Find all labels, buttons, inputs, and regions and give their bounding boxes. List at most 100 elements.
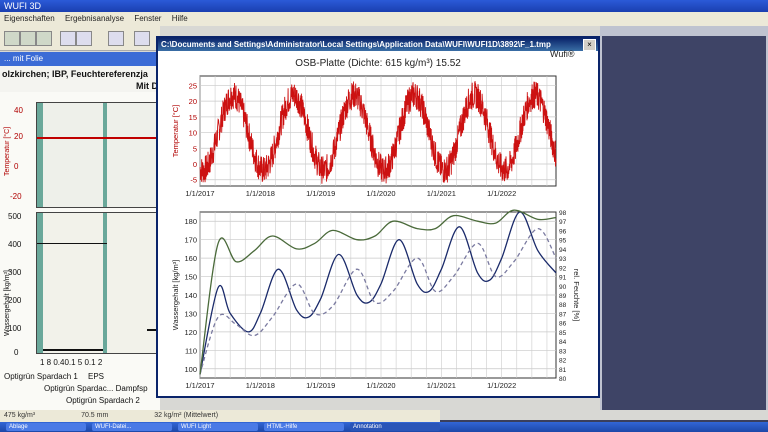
background-location-label: olzkirchen; IBP, Feuchtereferenzja Mit D	[0, 66, 160, 92]
bg-water-tick-300: 300	[8, 268, 22, 277]
toolbar-button-7[interactable]	[134, 31, 150, 46]
temperature-chart: 25 20 15 10 5 0 -5 1/1/2017 1/1/2018 1/1/2019 1/1/…	[171, 75, 557, 198]
y-tick-label: 120	[184, 328, 197, 337]
wufi-brand-label: Wufi®	[550, 49, 575, 59]
y-right-tick-label: 95	[559, 238, 567, 245]
toolbar-button-5[interactable]	[76, 31, 92, 46]
y-right-tick-label: 86	[559, 321, 567, 328]
x-tick-label: 1/1/2017	[185, 189, 214, 198]
y-axis-label: Temperatur [°C]	[171, 105, 180, 158]
desktop-background-right-inner	[602, 36, 766, 410]
water-content-chart: 180 170 160 150 140 130 120 110 100 1/1/2017 1/1/2…	[171, 209, 581, 390]
background-status-bar: 475 kg/m³ 70.5 mm 32 kg/m² (Mittelwert)	[0, 410, 440, 422]
x-tick-label: 1/1/2019	[306, 189, 335, 198]
x-tick-label: 1/1/2018	[246, 189, 275, 198]
series-line-0	[199, 211, 557, 375]
bg-layer-label-3: Optigrün Spardach 2	[66, 396, 140, 405]
x-tick-label: 1/1/2021	[427, 381, 456, 390]
series-line-0	[199, 81, 557, 184]
y-right-tick-label: 81	[559, 367, 567, 374]
bg-layer-label-eps: EPS	[88, 372, 105, 381]
menu-item-fenster[interactable]: Fenster	[134, 14, 162, 23]
background-menu-bar: Eigenschaften Ergebnisanalyse Fenster Hi…	[0, 12, 768, 26]
y-tick-label: 170	[184, 236, 197, 245]
y-right-tick-label: 83	[559, 348, 567, 355]
close-button[interactable]: ×	[583, 39, 596, 51]
bg-water-tick-200: 200	[8, 296, 22, 305]
bg-temp-tick-40: 40	[14, 106, 23, 115]
toolbar-button-2[interactable]	[20, 31, 36, 46]
y-right-tick-label: 90	[559, 284, 567, 291]
bg-x-ticks: 1 8 0.40.1 5 0.1 2	[40, 358, 103, 367]
y-right-tick-label: 91	[559, 275, 567, 282]
x-tick-label: 1/1/2021	[427, 189, 456, 198]
y-axis-label: Wassergehalt [kg/m³]	[171, 260, 180, 331]
y-tick-label: 20	[189, 97, 197, 106]
y-right-tick-label: 94	[559, 247, 567, 254]
y-tick-label: 10	[189, 129, 197, 138]
y-right-tick-label: 87	[559, 311, 567, 318]
x-tick-label: 1/1/2022	[487, 381, 516, 390]
toolbar-button-1[interactable]	[4, 31, 20, 46]
y-tick-label: -5	[190, 176, 197, 185]
series-line-2	[199, 209, 557, 375]
y-right-tick-label: 88	[559, 302, 567, 309]
bg-water-tick-500: 500	[8, 212, 22, 221]
y-right-tick-label: 84	[559, 339, 567, 346]
status-thickness: 70.5 mm	[81, 412, 109, 419]
plot-window: C:\Documents and Settings\Administrator\…	[156, 36, 600, 398]
taskbar-item-5[interactable]: Annotation	[350, 423, 440, 431]
bg-temp-axis-label: Temperatur [°C]	[4, 126, 11, 176]
menu-item-hilfe[interactable]: Hilfe	[171, 14, 188, 23]
taskbar-item-3[interactable]: WUFI Light	[178, 423, 258, 431]
y-tick-label: 130	[184, 309, 197, 318]
location-line-1: olzkirchen; IBP, Feuchtereferenzja	[2, 69, 148, 79]
background-title-bar: WUFI 3D	[0, 0, 768, 12]
toolbar-button-4[interactable]	[60, 31, 76, 46]
x-tick-label: 1/1/2018	[246, 381, 275, 390]
y-tick-label: 180	[184, 217, 197, 226]
taskbar-item-4[interactable]: HTML-Hilfe	[264, 423, 344, 431]
status-density: 475 kg/m³	[4, 412, 36, 419]
x-tick-label: 1/1/2022	[487, 189, 516, 198]
background-result-panel: 40 20 0 -20 Temperatur [°C] 500 400 300 …	[0, 92, 160, 412]
y-right-tick-label: 96	[559, 228, 567, 235]
toolbar-button-3[interactable]	[36, 31, 52, 46]
y-tick-label: 100	[184, 365, 197, 374]
y-tick-label: 25	[189, 81, 197, 90]
y-right-axis-label: rel. Feuchte [%]	[572, 269, 581, 322]
y-right-tick-label: 85	[559, 330, 567, 337]
bg-temp-tick-20: 20	[14, 132, 23, 141]
bg-temp-tick-minus20: -20	[10, 192, 22, 201]
background-document-tab[interactable]: ... mit Folie	[0, 52, 160, 66]
taskbar-item-1[interactable]: Ablage	[6, 423, 86, 431]
x-tick-label: 1/1/2019	[306, 381, 335, 390]
y-tick-label: 160	[184, 254, 197, 263]
toolbar-button-6[interactable]	[108, 31, 124, 46]
menu-item-eigenschaften[interactable]: Eigenschaften	[4, 14, 55, 23]
y-right-tick-label: 80	[559, 376, 567, 383]
background-water-chart	[36, 212, 160, 354]
menu-item-ergebnisanalyse[interactable]: Ergebnisanalyse	[64, 14, 125, 23]
bg-layer-label-1: Optigrün Spardach 1	[4, 372, 78, 381]
plot-window-title[interactable]: C:\Documents and Settings\Administrator\…	[158, 38, 598, 51]
bg-temp-tick-0: 0	[14, 162, 19, 171]
taskbar: Ablage WUFI-Datei... WUFI Light HTML-Hil…	[0, 422, 768, 432]
x-tick-label: 1/1/2020	[366, 189, 395, 198]
series-line-1	[199, 227, 557, 375]
y-tick-label: 110	[185, 346, 197, 355]
y-right-tick-label: 82	[559, 358, 567, 365]
y-tick-label: 5	[193, 144, 197, 153]
bg-water-tick-0: 0	[14, 348, 19, 357]
y-tick-label: 150	[184, 273, 197, 282]
taskbar-item-2[interactable]: WUFI-Datei...	[92, 423, 172, 431]
y-tick-label: 140	[184, 291, 197, 300]
y-right-tick-label: 98	[559, 210, 567, 217]
x-tick-label: 1/1/2017	[185, 381, 214, 390]
bg-water-tick-400: 400	[8, 240, 22, 249]
status-water-mean: 32 kg/m² (Mittelwert)	[154, 412, 219, 419]
y-right-tick-label: 89	[559, 293, 567, 300]
y-tick-label: 0	[193, 160, 197, 169]
x-tick-label: 1/1/2020	[366, 381, 395, 390]
background-temperature-chart	[36, 102, 160, 208]
